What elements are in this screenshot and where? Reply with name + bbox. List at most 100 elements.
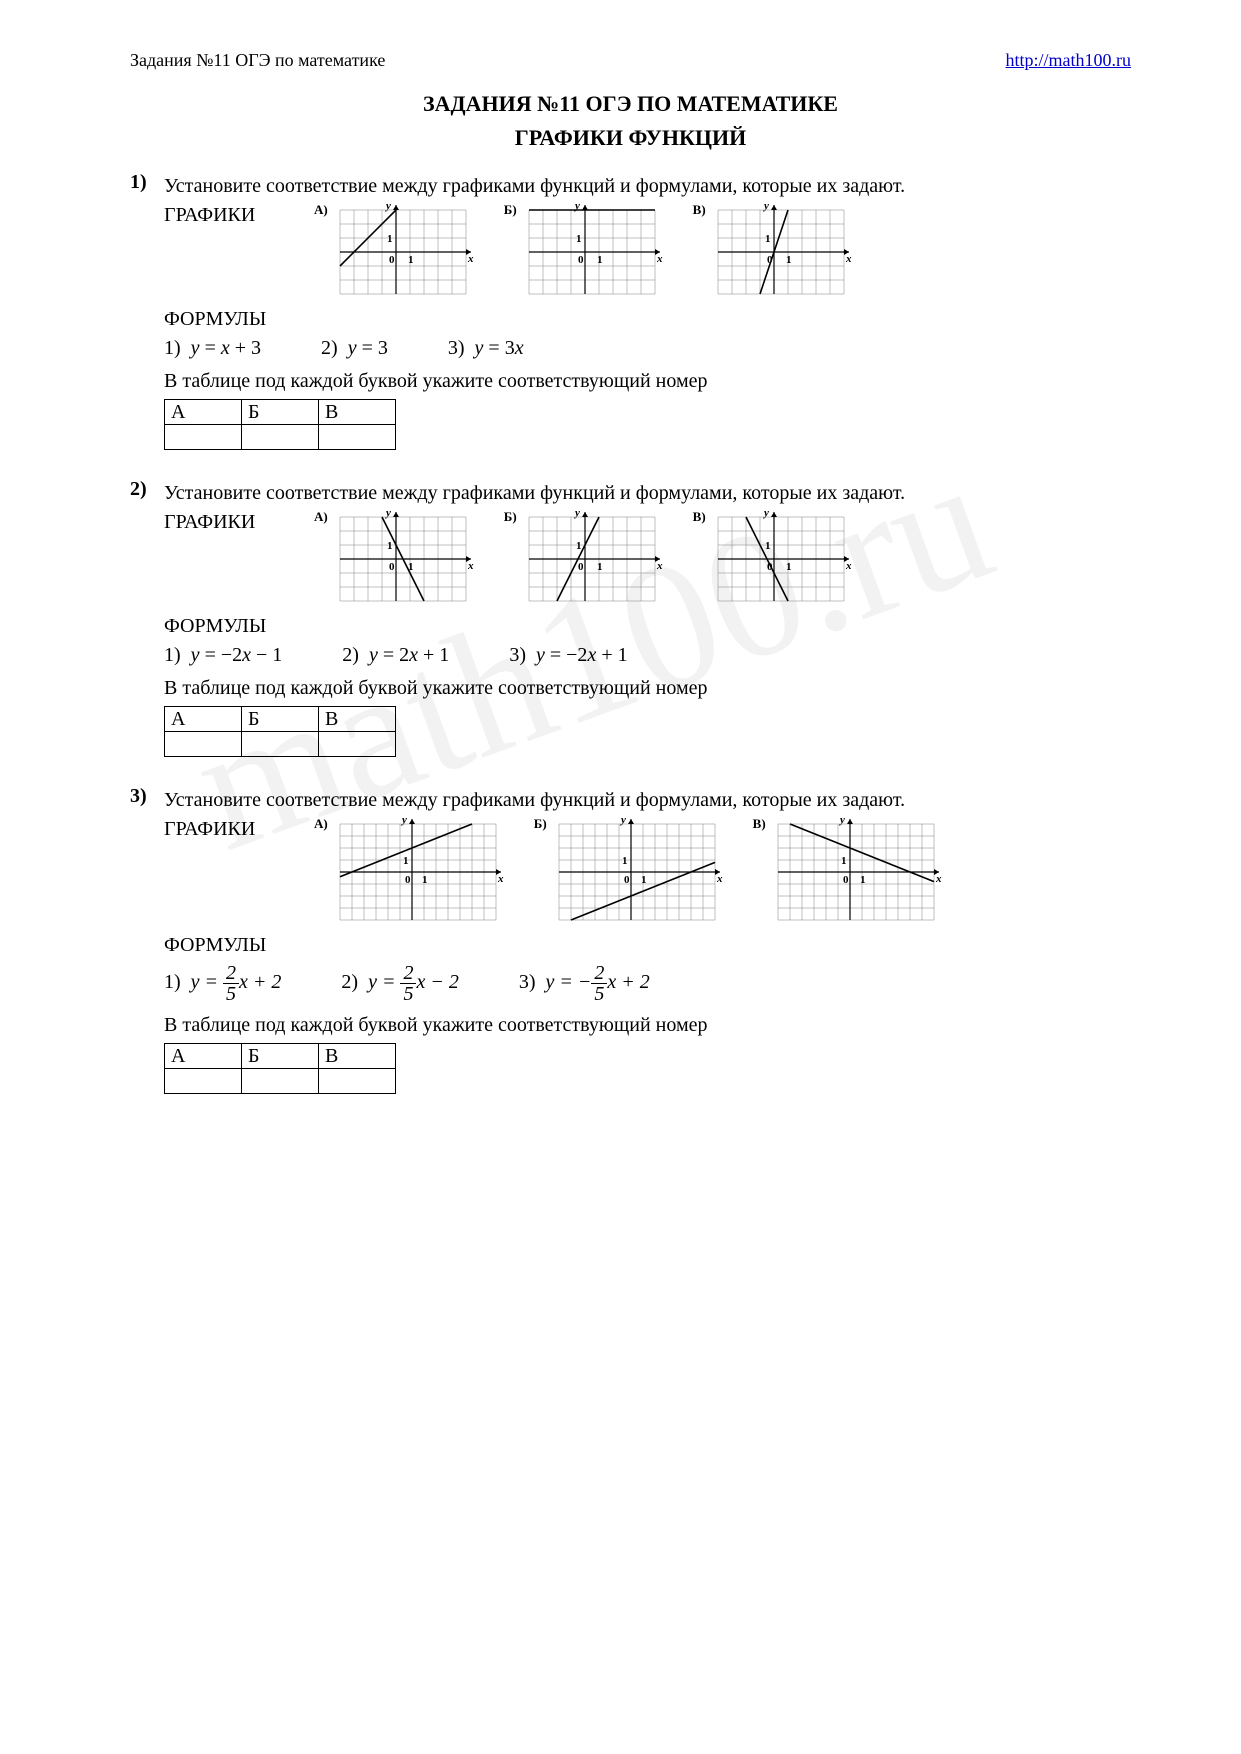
formula: 2) y = 2x + 1: [342, 644, 449, 667]
svg-text:1: 1: [786, 254, 792, 266]
svg-text:x: x: [716, 873, 723, 885]
svg-text:y: y: [384, 509, 391, 519]
formulas-row: 1) y = x + 3 2) y = 3 3) y = 3x: [164, 337, 1131, 360]
graph-letter: В): [693, 202, 706, 218]
formula: 1) y = x + 3: [164, 337, 261, 360]
svg-text:0: 0: [767, 561, 773, 573]
ans-cell[interactable]: [242, 732, 319, 757]
svg-text:1: 1: [765, 233, 771, 245]
graph-Б): Б) 011yx: [504, 202, 663, 302]
instruction: В таблице под каждой буквой укажите соот…: [164, 370, 1131, 393]
formula: 3) y = 3x: [448, 337, 524, 360]
task-prompt: Установите соответствие между графиками …: [164, 478, 1131, 509]
ans-cell[interactable]: [165, 1069, 242, 1094]
graph-letter: В): [693, 509, 706, 525]
ans-cell[interactable]: [319, 732, 396, 757]
ans-cell[interactable]: [242, 425, 319, 450]
svg-text:x: x: [467, 560, 474, 572]
svg-text:1: 1: [422, 874, 428, 886]
svg-text:0: 0: [389, 254, 395, 266]
graph-Б): Б) 011yx: [534, 816, 723, 928]
svg-text:1: 1: [387, 540, 393, 552]
formula: 2) y = 3: [321, 337, 388, 360]
formula: 1) y = 25x + 2: [164, 963, 281, 1004]
svg-text:x: x: [656, 253, 663, 265]
svg-text:y: y: [573, 509, 580, 519]
graph-letter: А): [314, 509, 328, 525]
task-number: 1): [130, 171, 164, 450]
graph-А): А) 011yx: [314, 816, 504, 928]
svg-text:1: 1: [597, 254, 603, 266]
svg-text:1: 1: [576, 233, 582, 245]
ans-cell[interactable]: [165, 732, 242, 757]
formulas-label: ФОРМУЛЫ: [164, 615, 1131, 638]
page-header: Задания №11 ОГЭ по математике http://mat…: [130, 50, 1131, 71]
svg-text:x: x: [845, 560, 852, 572]
task-1: 1) Установите соответствие между графика…: [130, 171, 1131, 450]
svg-text:y: y: [762, 509, 769, 519]
formula: 3) y = −2x + 1: [509, 644, 627, 667]
task-prompt: Установите соответствие между графиками …: [164, 785, 1131, 816]
graphs-label: ГРАФИКИ: [164, 509, 284, 534]
graph-Б): Б) 011yx: [504, 509, 663, 609]
svg-text:0: 0: [578, 254, 584, 266]
svg-text:y: y: [400, 816, 407, 826]
title-main: ЗАДАНИЯ №11 ОГЭ ПО МАТЕМАТИКЕ: [130, 91, 1131, 117]
answer-table: АБВ: [164, 399, 396, 450]
formula: 3) y = −25x + 2: [519, 963, 650, 1004]
ans-cell[interactable]: [242, 1069, 319, 1094]
svg-text:0: 0: [405, 874, 411, 886]
svg-text:0: 0: [578, 561, 584, 573]
svg-text:0: 0: [624, 874, 630, 886]
ans-header: А: [165, 707, 242, 732]
formula: 1) y = −2x − 1: [164, 644, 282, 667]
header-link[interactable]: http://math100.ru: [1006, 50, 1132, 71]
title-sub: ГРАФИКИ ФУНКЦИЙ: [130, 125, 1131, 151]
svg-text:y: y: [762, 202, 769, 212]
svg-text:x: x: [656, 560, 663, 572]
ans-cell[interactable]: [165, 425, 242, 450]
svg-text:x: x: [467, 253, 474, 265]
ans-header: В: [319, 707, 396, 732]
ans-header: А: [165, 400, 242, 425]
ans-header: В: [319, 400, 396, 425]
formulas-row: 1) y = 25x + 22) y = 25x − 23) y = −25x …: [164, 963, 1131, 1004]
graph-А): А) 011yx: [314, 509, 474, 609]
svg-text:1: 1: [576, 540, 582, 552]
svg-text:1: 1: [403, 855, 409, 867]
ans-cell[interactable]: [319, 1069, 396, 1094]
graph-А): А) 0 1 1 y x: [314, 202, 474, 302]
svg-text:1: 1: [786, 561, 792, 573]
ans-header: Б: [242, 707, 319, 732]
svg-text:1: 1: [408, 254, 414, 266]
svg-text:y: y: [619, 816, 626, 826]
svg-text:1: 1: [841, 855, 847, 867]
svg-text:1: 1: [387, 233, 393, 245]
ans-header: А: [165, 1044, 242, 1069]
ans-header: Б: [242, 400, 319, 425]
task-number: 3): [130, 785, 164, 1094]
task-number: 2): [130, 478, 164, 757]
formulas-label: ФОРМУЛЫ: [164, 308, 1131, 331]
graph-letter: А): [314, 816, 328, 832]
svg-text:1: 1: [622, 855, 628, 867]
ans-header: Б: [242, 1044, 319, 1069]
task-prompt: Установите соответствие между графиками …: [164, 171, 1131, 202]
graph-letter: В): [753, 816, 766, 832]
ans-cell[interactable]: [319, 425, 396, 450]
instruction: В таблице под каждой буквой укажите соот…: [164, 677, 1131, 700]
svg-text:1: 1: [597, 561, 603, 573]
svg-text:1: 1: [641, 874, 647, 886]
svg-text:1: 1: [765, 540, 771, 552]
graph-letter: А): [314, 202, 328, 218]
svg-text:y: y: [384, 202, 391, 212]
formulas-label: ФОРМУЛЫ: [164, 934, 1131, 957]
svg-text:y: y: [838, 816, 845, 826]
graphs-label: ГРАФИКИ: [164, 816, 284, 841]
instruction: В таблице под каждой буквой укажите соот…: [164, 1014, 1131, 1037]
svg-text:0: 0: [843, 874, 849, 886]
formulas-row: 1) y = −2x − 1 2) y = 2x + 1 3) y = −2x + …: [164, 644, 1131, 667]
graphs-label: ГРАФИКИ: [164, 202, 284, 227]
ans-header: В: [319, 1044, 396, 1069]
answer-table: АБВ: [164, 706, 396, 757]
